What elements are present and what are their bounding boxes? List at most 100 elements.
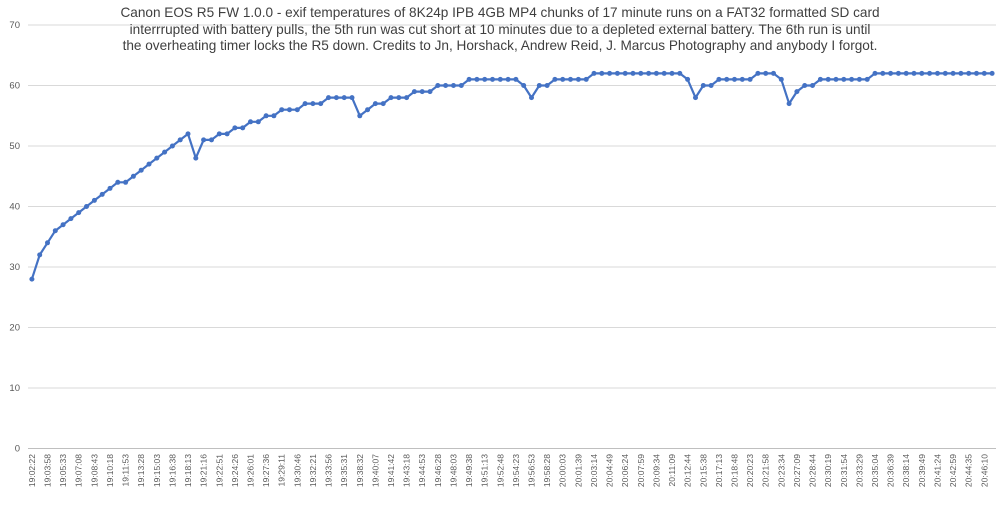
x-tick-label: 19:05:33 <box>58 454 68 487</box>
data-point-marker <box>661 70 667 76</box>
data-point-marker <box>466 76 472 82</box>
x-tick-label: 19:07:08 <box>74 454 84 487</box>
data-point-marker <box>536 83 542 88</box>
data-point-marker <box>716 76 722 82</box>
data-point-marker <box>529 95 534 101</box>
x-tick-label: 20:15:38 <box>698 454 708 487</box>
x-tick-label: 19:41:42 <box>386 454 396 487</box>
data-point-marker <box>341 95 347 101</box>
data-point-marker <box>763 70 769 76</box>
data-point-marker <box>966 70 972 76</box>
x-tick-label: 20:36:39 <box>886 454 896 487</box>
y-tick-label: 20 <box>9 323 20 334</box>
data-point-marker <box>52 228 58 234</box>
x-tick-label: 19:51:13 <box>480 454 490 487</box>
data-point-marker <box>380 101 386 107</box>
y-tick-label: 60 <box>9 81 20 92</box>
data-point-marker <box>903 70 909 76</box>
x-tick-label: 19:21:16 <box>199 454 209 487</box>
x-tick-label: 19:48:03 <box>448 454 458 487</box>
data-point-marker <box>911 70 917 76</box>
x-tick-label: 19:11:53 <box>121 454 131 487</box>
data-point-marker <box>326 95 331 101</box>
data-point-marker <box>950 70 956 76</box>
data-point-marker <box>248 119 253 125</box>
data-point-marker <box>739 76 745 82</box>
data-point-marker <box>895 70 901 76</box>
x-tick-label: 19:46:28 <box>433 454 443 487</box>
x-tick-label: 20:38:14 <box>901 454 911 487</box>
data-point-marker <box>880 70 886 76</box>
data-point-marker <box>162 149 168 155</box>
data-point-marker <box>201 137 207 143</box>
data-point-marker <box>872 70 878 76</box>
x-tick-label: 19:52:48 <box>495 454 505 487</box>
data-point-marker <box>411 89 417 95</box>
data-point-marker <box>138 167 144 173</box>
data-point-marker <box>755 70 761 76</box>
data-point-marker <box>607 70 613 76</box>
x-tick-label: 19:30:46 <box>292 454 302 487</box>
data-point-marker <box>810 83 815 88</box>
data-point-marker <box>630 70 636 76</box>
data-point-marker <box>575 76 581 82</box>
data-point-marker <box>255 119 261 125</box>
x-tick-label: 19:10:18 <box>105 454 115 487</box>
data-point-marker <box>302 101 308 107</box>
x-tick-label: 20:11:09 <box>667 454 677 487</box>
data-point-marker <box>169 143 175 149</box>
chart-title-line-1: Canon EOS R5 FW 1.0.0 - exif temperature… <box>120 5 880 20</box>
data-point-marker <box>935 70 940 76</box>
data-point-marker <box>568 76 573 82</box>
data-point-marker <box>115 179 121 185</box>
data-point-marker <box>185 131 191 137</box>
data-point-marker <box>287 107 292 113</box>
x-tick-label: 20:06:24 <box>620 454 630 487</box>
x-tick-label: 20:23:34 <box>776 454 786 487</box>
data-point-marker <box>856 76 862 82</box>
data-point-marker <box>271 113 277 119</box>
data-point-marker <box>435 83 441 88</box>
x-tick-label: 20:39:49 <box>917 454 927 487</box>
x-tick-label: 20:12:44 <box>683 454 693 487</box>
x-tick-label: 20:01:39 <box>573 454 583 487</box>
x-tick-label: 20:42:59 <box>948 454 958 487</box>
data-point-marker <box>357 113 363 119</box>
data-point-marker <box>60 222 66 228</box>
data-point-marker <box>263 113 269 119</box>
data-point-marker <box>614 70 620 76</box>
data-point-marker <box>685 76 691 82</box>
data-point-marker <box>778 76 784 82</box>
data-point-marker <box>123 179 129 185</box>
data-point-marker <box>474 76 480 82</box>
data-point-marker <box>864 76 870 82</box>
temperature-series-line <box>30 72 994 281</box>
x-tick-label: 19:33:56 <box>324 454 334 487</box>
x-tick-label: 19:27:36 <box>261 454 271 487</box>
data-point-marker <box>451 83 456 88</box>
x-tick-label: 19:16:38 <box>167 454 177 487</box>
data-point-marker <box>490 76 495 82</box>
x-tick-label: 20:31:54 <box>839 454 849 487</box>
data-point-marker <box>513 76 519 82</box>
data-point-marker <box>146 161 152 167</box>
data-point-marker <box>583 76 589 82</box>
data-point-marker <box>646 70 652 76</box>
x-tick-label: 19:58:28 <box>542 454 552 487</box>
x-tick-label: 20:03:14 <box>589 454 599 487</box>
data-point-marker <box>560 76 566 82</box>
data-point-marker <box>396 95 402 101</box>
data-point-marker <box>958 70 964 76</box>
data-point-marker <box>724 76 730 82</box>
data-point-marker <box>45 240 50 246</box>
x-tick-label: 19:08:43 <box>89 454 99 487</box>
data-point-marker <box>193 155 199 161</box>
data-point-marker <box>981 70 987 76</box>
x-tick-label: 19:02:22 <box>27 454 37 487</box>
data-point-marker <box>505 76 511 82</box>
data-point-marker <box>802 83 808 88</box>
data-point-marker <box>497 76 503 82</box>
x-tick-label: 19:49:38 <box>464 454 474 487</box>
data-point-marker <box>37 252 43 258</box>
x-tick-label: 20:18:48 <box>729 454 739 487</box>
